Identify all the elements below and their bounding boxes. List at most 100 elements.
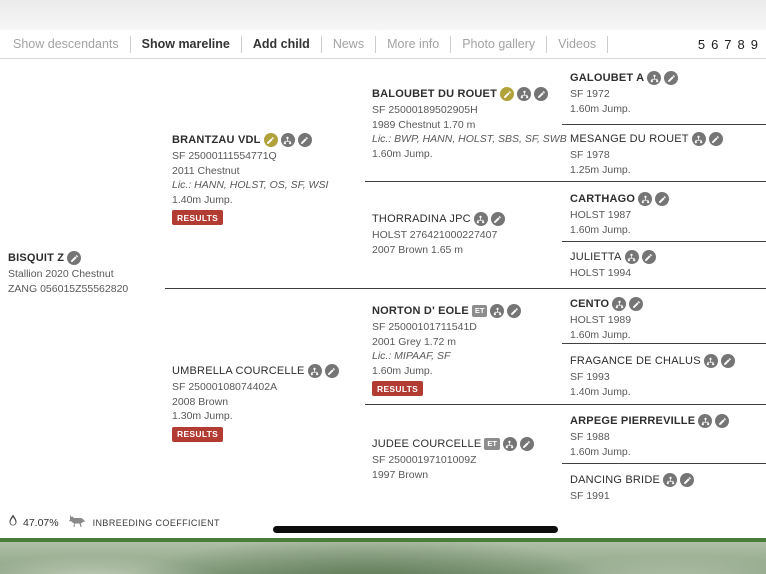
edit-pencil-icon[interactable] <box>641 250 656 264</box>
horse-registry: HOLST 276421000227407 <box>372 229 498 241</box>
horse-detail: HOLST 1994 <box>570 267 632 279</box>
pedigree-node: JUDEE COURCELLE ET SF 25000197101009Z 19… <box>372 437 567 482</box>
generations-8-button[interactable]: 8 <box>737 37 745 52</box>
toolbar-photo-gallery[interactable]: Photo gallery <box>451 35 548 53</box>
pedigree-node: NORTON D' EOLE ET SF 25000101711541D 200… <box>372 304 567 397</box>
horse-licenses: Lic.: BWP, HANN, HOLST, SBS, SF, SWB <box>372 133 567 145</box>
offspring-tree-icon[interactable] <box>647 71 662 85</box>
offspring-tree-icon[interactable] <box>612 297 627 311</box>
offspring-tree-icon[interactable] <box>624 250 639 264</box>
gold-pencil-icon[interactable] <box>500 87 515 101</box>
horse-registry: SF 25000108074402A <box>172 381 278 393</box>
horse-registry: SF 25000189502905H <box>372 104 478 116</box>
edit-pencil-icon[interactable] <box>664 71 679 85</box>
divider-line <box>165 288 766 289</box>
horse-name[interactable]: DANCING BRIDE <box>570 474 660 486</box>
horse-detail: HOLST 1989 <box>570 314 632 326</box>
horse-name[interactable]: JULIETTA <box>570 251 622 263</box>
inbreeding-coefficient: 47.07% INBREEDING COEFFICIENT <box>8 514 220 532</box>
horizontal-scrollbar[interactable] <box>273 526 558 533</box>
divider-line <box>365 404 766 405</box>
pedigree-toolbar: Show descendants Show mareline Add child… <box>0 30 766 59</box>
horse-detail: 2001 Grey 1.72 m <box>372 335 457 348</box>
horse-name[interactable]: NORTON D' EOLE <box>372 305 469 317</box>
edit-pencil-icon[interactable] <box>655 192 670 206</box>
edit-pencil-icon[interactable] <box>680 473 694 487</box>
horse-name[interactable]: GALOUBET A <box>570 72 645 84</box>
horse-name[interactable]: CARTHAGO <box>570 193 636 205</box>
horse-level: 1.40m Jump. <box>570 385 631 398</box>
offspring-tree-icon[interactable] <box>490 304 505 318</box>
horse-name[interactable]: MESANGE DU ROUET <box>570 133 689 145</box>
offspring-tree-icon[interactable] <box>502 437 517 451</box>
divider-line <box>562 124 766 125</box>
offspring-tree-icon[interactable] <box>280 133 295 147</box>
generations-5-button[interactable]: 5 <box>697 37 706 52</box>
divider-line <box>562 463 766 464</box>
offspring-tree-icon[interactable] <box>517 87 532 101</box>
pedigree-node: THORRADINA JPC HOLST 276421000227407 200… <box>372 212 567 257</box>
edit-pencil-icon[interactable] <box>629 297 644 311</box>
gold-pencil-icon[interactable] <box>263 133 278 147</box>
horse-name[interactable]: JUDEE COURCELLE <box>372 438 482 450</box>
horse-name[interactable]: BRANTZAU VDL <box>172 134 261 146</box>
horse-name[interactable]: CENTO <box>570 298 610 310</box>
divider-line <box>562 241 766 242</box>
horse-detail: SF 1993 <box>570 371 610 383</box>
horse-name[interactable]: THORRADINA JPC <box>372 213 471 225</box>
horse-registry: ZANG 056015Z55562820 <box>8 282 129 295</box>
horse-name[interactable]: BALOUBET DU ROUET <box>372 88 498 100</box>
inbreeding-value: 47.07% <box>23 517 59 529</box>
toolbar-news[interactable]: News <box>322 35 377 53</box>
pedigree-node: CARTHAGO HOLST 1987 1.60m Jump. <box>570 192 765 237</box>
horse-level: 1.30m Jump. <box>172 410 233 422</box>
horse-detail: Stallion 2020 Chestnut <box>8 268 114 280</box>
offspring-tree-icon[interactable] <box>691 132 706 146</box>
edit-pencil-icon[interactable] <box>708 132 723 146</box>
horse-level: 1.25m Jump. <box>570 163 631 176</box>
results-badge[interactable]: RESULTS <box>172 426 224 442</box>
horse-name[interactable]: FRAGANCE DE CHALUS <box>570 355 701 367</box>
edit-pencil-icon[interactable] <box>297 133 312 147</box>
offspring-tree-icon[interactable] <box>473 212 488 226</box>
horse-detail: 1997 Brown <box>372 468 429 481</box>
pedigree-node: BALOUBET DU ROUET SF 25000189502905H 198… <box>372 87 567 161</box>
edit-pencil-icon[interactable] <box>720 354 735 368</box>
et-badge[interactable]: ET <box>484 438 500 450</box>
offspring-tree-icon[interactable] <box>638 192 653 206</box>
results-badge[interactable]: RESULTS <box>372 381 424 396</box>
toolbar-more-info[interactable]: More info <box>376 35 452 53</box>
generations-6-button[interactable]: 6 <box>711 37 719 52</box>
toolbar-show-mareline[interactable]: Show mareline <box>131 35 242 53</box>
horse-level: 1.60m Jump. <box>372 364 433 377</box>
inbreeding-label: INBREEDING COEFFICIENT <box>92 518 220 528</box>
edit-pencil-icon[interactable] <box>67 251 82 265</box>
edit-pencil-icon[interactable] <box>490 212 505 226</box>
edit-pencil-icon[interactable] <box>324 364 339 378</box>
toolbar-add-child[interactable]: Add child <box>242 35 322 53</box>
horse-registry: SF 25000197101009Z <box>372 454 477 466</box>
offspring-tree-icon[interactable] <box>663 473 677 487</box>
horse-detail: 1989 Chestnut 1.70 m <box>372 118 476 131</box>
edit-pencil-icon[interactable] <box>507 304 522 318</box>
et-badge[interactable]: ET <box>471 305 488 317</box>
generations-7-button[interactable]: 7 <box>724 37 732 52</box>
pedigree-node: FRAGANCE DE CHALUS SF 1993 1.40m Jump. <box>570 354 765 399</box>
horse-name[interactable]: ARPEGE PIERREVILLE <box>570 415 696 427</box>
edit-pencil-icon[interactable] <box>534 87 549 101</box>
offspring-tree-icon[interactable] <box>703 354 718 368</box>
edit-pencil-icon[interactable] <box>519 437 534 451</box>
horse-name[interactable]: BISQUIT Z <box>8 252 65 264</box>
horse-name[interactable]: UMBRELLA COURCELLE <box>172 365 305 377</box>
generations-9-button[interactable]: 9 <box>750 37 758 52</box>
pedigree-node-dam: UMBRELLA COURCELLE SF 25000108074402A 20… <box>172 364 367 442</box>
offspring-tree-icon[interactable] <box>698 414 713 428</box>
toolbar-videos[interactable]: Videos <box>547 35 609 53</box>
horse-level: 1.60m Jump. <box>570 102 631 115</box>
results-badge[interactable]: RESULTS <box>172 210 224 225</box>
offspring-tree-icon[interactable] <box>307 364 322 378</box>
edit-pencil-icon[interactable] <box>715 414 730 428</box>
horse-detail: 2008 Brown <box>172 395 229 408</box>
horse-registry: SF 25000101711541D <box>372 321 477 333</box>
toolbar-show-descendants[interactable]: Show descendants <box>2 35 131 53</box>
